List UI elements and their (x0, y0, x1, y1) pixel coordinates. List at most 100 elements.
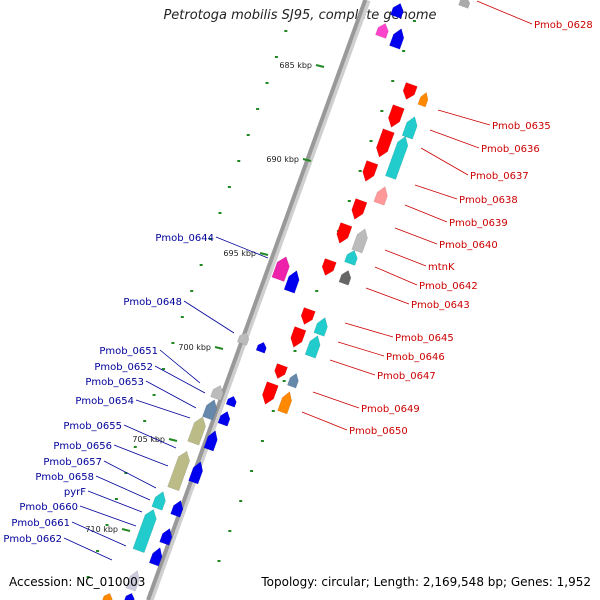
right-label-leader (365, 287, 410, 305)
inner-ring-dot (218, 212, 222, 214)
kbp-tick (315, 64, 325, 68)
gene-feature (271, 256, 290, 282)
outer-ring-dot (217, 560, 221, 562)
inner-ring-dot (143, 420, 147, 422)
kbp-label: 685 kbp (279, 61, 312, 70)
gene-feature (132, 508, 157, 554)
inner-ring-dot (180, 316, 184, 318)
left-label-leader (79, 505, 137, 527)
gene-feature (262, 381, 279, 405)
left-gene-label: Pmob_0644 (155, 233, 214, 244)
outer-ring-dot (315, 290, 319, 292)
left-gene-label: Pmob_0657 (43, 457, 102, 468)
outer-ring-dot (391, 80, 395, 82)
right-gene-label: Pmob_0639 (449, 218, 508, 229)
left-gene-label: pyrF (64, 487, 86, 498)
gene-feature (338, 270, 352, 286)
right-gene-label: Pmob_0635 (492, 121, 551, 132)
inner-ring-dot (161, 368, 165, 370)
right-label-leader (384, 249, 427, 267)
gene-feature (401, 116, 418, 140)
left-gene-label: Pmob_0648 (123, 297, 182, 308)
inner-ring-dot (237, 160, 241, 162)
left-label-leader (123, 424, 177, 449)
right-label-leader (312, 391, 360, 409)
left-label-leader (215, 236, 269, 259)
inner-ring-dot (190, 290, 194, 292)
right-label-leader (374, 266, 418, 286)
left-gene-labels: Pmob_0644 Pmob_0648 Pmob_0651 Pmob_0652 Pmob… (3, 233, 269, 561)
gene-feature (274, 363, 288, 379)
right-label-leader (301, 411, 348, 431)
right-gene-label: Pmob_0645 (395, 333, 454, 344)
left-label-leader (159, 349, 201, 384)
inner-ring-dot (114, 498, 118, 500)
gene-feature (283, 270, 300, 294)
left-label-leader (71, 521, 127, 547)
inner-ring-dot (152, 394, 156, 396)
gene-feature (362, 160, 379, 182)
backbone-line (146, 0, 368, 600)
gene-feature (351, 198, 368, 220)
kbp-tick (121, 528, 131, 532)
inner-ring-dot (284, 30, 288, 32)
right-gene-label: Pmob_0643 (411, 300, 470, 311)
gene-feature (102, 592, 113, 600)
inner-ring-dot (124, 472, 128, 474)
left-gene-label: Pmob_0662 (3, 534, 62, 545)
gene-feature (458, 0, 471, 9)
left-label-leader (63, 537, 113, 561)
left-gene-label: Pmob_0654 (75, 396, 134, 407)
topology-summary: Topology: circular; Length: 2,169,548 bp… (261, 575, 591, 589)
outer-ring-dot (293, 350, 297, 352)
gene-feature (225, 395, 237, 408)
gene-feature (344, 250, 358, 266)
inner-ring-dot (246, 134, 250, 136)
outer-ring-dot (412, 20, 416, 22)
gene-feature (375, 23, 389, 39)
right-label-leader (429, 129, 480, 149)
left-label-leader (154, 365, 206, 394)
left-gene-label: Pmob_0656 (53, 441, 112, 452)
gene-feature (151, 491, 166, 511)
outer-ring-dot (228, 530, 232, 532)
outer-ring-dot (402, 50, 406, 52)
outer-ring-dot (358, 170, 362, 172)
kbp-tick (168, 438, 178, 442)
right-label-leader (329, 359, 376, 376)
gene-feature (187, 416, 206, 446)
gene-feature (290, 326, 307, 348)
gene-feature (277, 391, 292, 415)
left-label-leader (145, 380, 197, 409)
gene-features (102, 0, 471, 600)
kbp-ticks: 685 kbp 690 kbp 695 kbp 700 kbp 705 kbp 710 k… (85, 61, 325, 534)
right-gene-label: Pmob_0649 (361, 404, 420, 415)
inner-ring-dot (96, 550, 100, 552)
outer-ring-dot (239, 500, 243, 502)
inner-ring-dot (133, 446, 137, 448)
outer-ring-dot (369, 140, 373, 142)
gene-feature (402, 82, 418, 100)
gene-feature (287, 373, 299, 389)
gene-feature (125, 570, 140, 592)
gene-feature (385, 135, 409, 180)
gene-feature (217, 411, 231, 427)
gene-feature (336, 222, 353, 244)
gene-feature (159, 528, 173, 546)
right-gene-label: Pmob_0636 (481, 144, 540, 155)
right-gene-labels: Pmob_0628 Pmob_0635 Pmob_0636 Pmob_0637 Pmob… (301, 0, 593, 437)
gene-feature (417, 91, 429, 108)
inner-ring-dot (199, 264, 203, 266)
outer-ring-dot (250, 470, 254, 472)
inner-ring-dot (265, 82, 269, 84)
right-gene-label: mtnK (428, 262, 455, 273)
right-label-leader (420, 147, 469, 176)
accession-text: Accession: NC_010003 (9, 575, 146, 589)
gene-feature (304, 335, 321, 359)
kbp-label: 690 kbp (266, 155, 299, 164)
right-gene-label: Pmob_0646 (386, 352, 445, 363)
outer-ring-dot (282, 380, 286, 382)
right-label-leader (344, 322, 394, 338)
kbp-label: 695 kbp (223, 249, 256, 258)
left-gene-label: Pmob_0658 (35, 472, 94, 483)
